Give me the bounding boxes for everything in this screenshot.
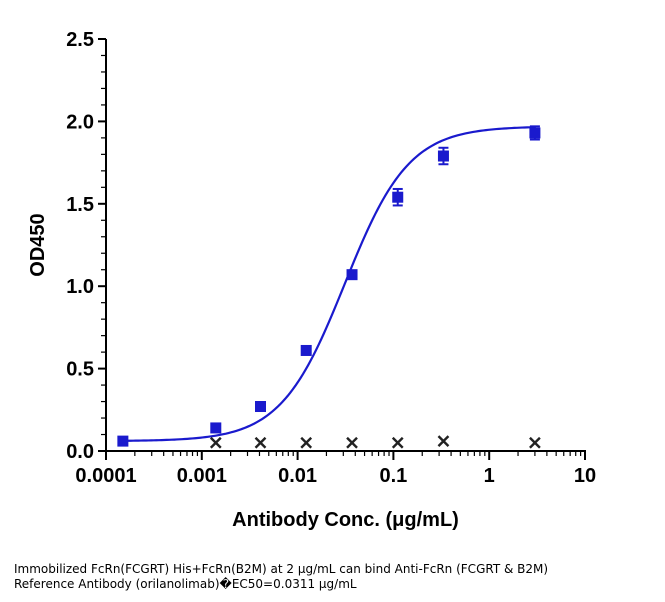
data-point-x — [300, 436, 313, 449]
data-point-x — [209, 436, 222, 449]
caption-line-2: Reference Antibody (orilanolimab)�EC50=0… — [14, 577, 357, 591]
data-points — [117, 125, 541, 449]
data-point-square — [529, 127, 541, 139]
ec50-chart: 0.00.51.01.52.02.50.0001 0.001 0.01 0.1 1 10 … — [27, 29, 596, 531]
y-tick-label: 0.0 — [66, 441, 94, 463]
axes — [105, 39, 586, 452]
x-tick-label: 0.0001 — [75, 465, 136, 487]
x-tick-label: 0.001 — [177, 465, 227, 487]
x-marker-stroke — [346, 436, 358, 449]
data-point-square — [300, 344, 312, 356]
y-axis-title: OD450 — [27, 213, 49, 276]
y-tick-label: 1.0 — [66, 276, 94, 298]
y-tick-label: 2.5 — [66, 29, 94, 51]
ticks — [98, 38, 586, 460]
x-marker-stroke — [254, 436, 267, 449]
data-point-square — [210, 422, 222, 434]
y-tick-label: 1.5 — [66, 194, 94, 216]
data-point-square — [117, 435, 129, 447]
x-tick-label: 10 — [574, 465, 596, 487]
data-point-square — [392, 191, 404, 203]
data-point-x — [391, 436, 404, 449]
x-marker-stroke — [391, 436, 404, 449]
x-tick-label: 0.01 — [278, 465, 317, 487]
x-marker-stroke — [300, 436, 313, 449]
x-tick-label: 1 — [484, 465, 495, 487]
x-marker-stroke — [529, 436, 541, 449]
data-point-x — [346, 436, 358, 449]
data-point-square — [437, 150, 449, 162]
tick-labels: 0.0 0.5 1.0 1.5 2.0 2.5 0.0001 0.001 0.01 0.1 1 10 — [66, 29, 596, 487]
y-tick-label: 0.5 — [66, 359, 94, 381]
y-tick-label: 2.0 — [66, 111, 94, 133]
x-marker-stroke — [209, 436, 222, 449]
caption-line-1: Immobilized FcRn(FCGRT) His+FcRn(B2M) at… — [14, 562, 549, 576]
x-marker-stroke — [437, 435, 450, 447]
fit-curve — [122, 126, 535, 442]
data-point-square — [346, 269, 358, 281]
x-tick-label: 0.1 — [379, 465, 407, 487]
data-point-x — [529, 436, 541, 449]
data-point-x — [437, 435, 450, 447]
data-point-square — [255, 401, 267, 413]
x-axis-title: Antibody Conc. (μg/mL) — [232, 509, 459, 531]
data-point-x — [254, 436, 267, 449]
